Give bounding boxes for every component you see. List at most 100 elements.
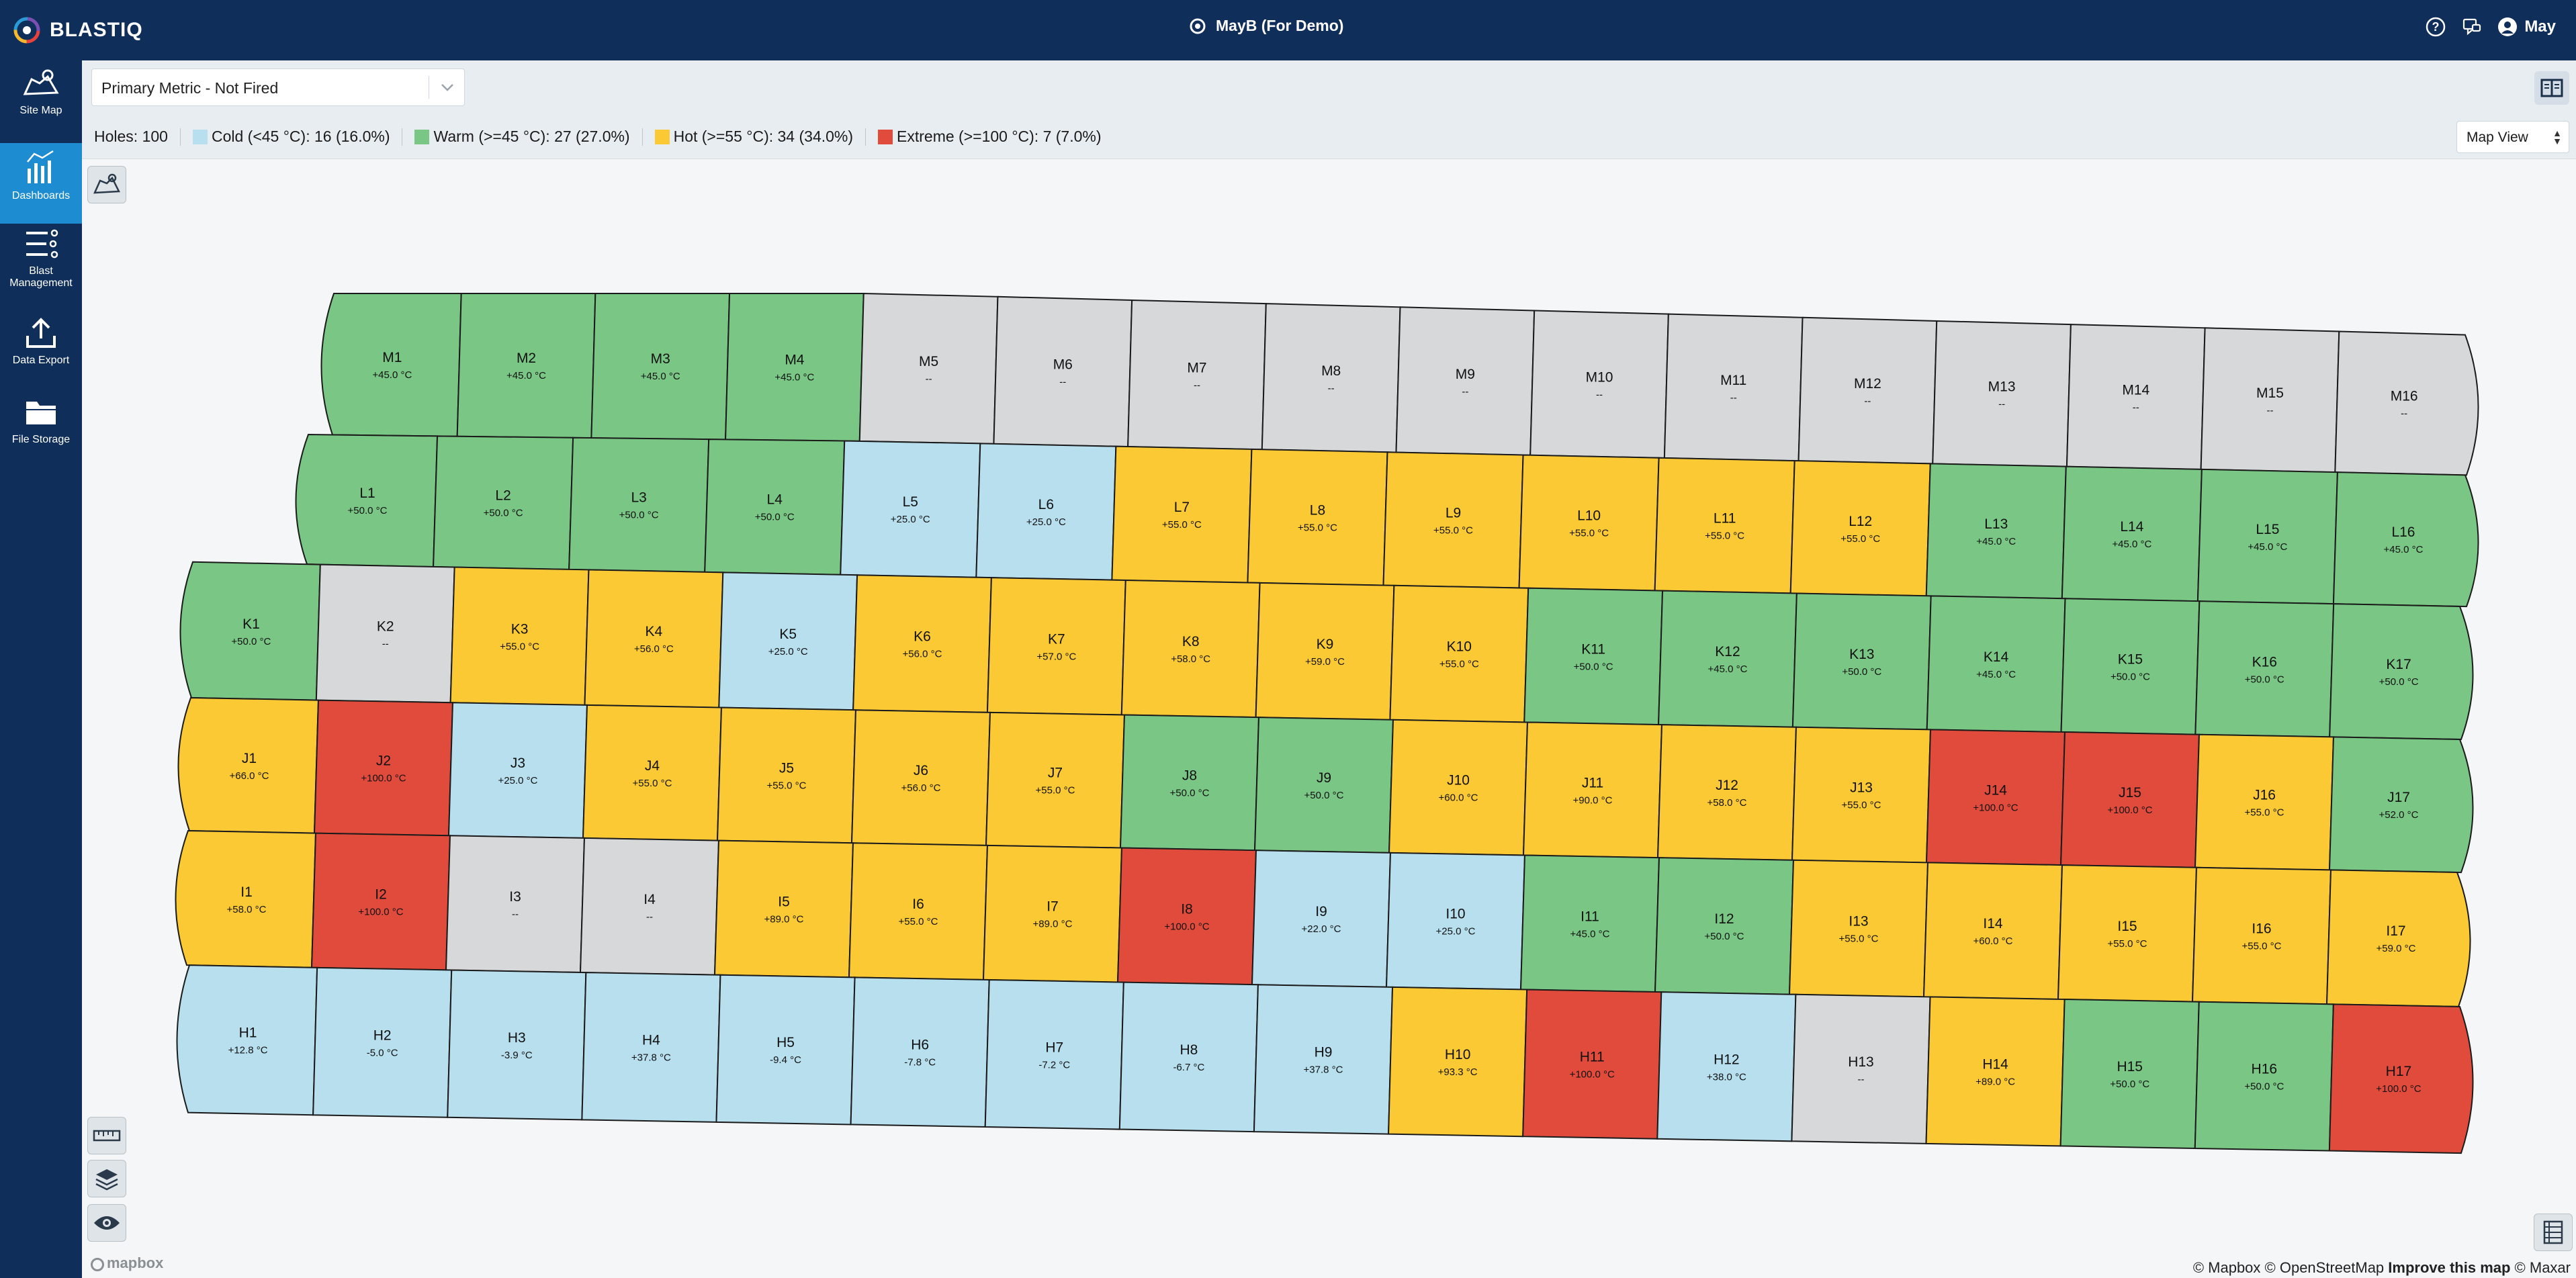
nav-label: Blast Management bbox=[9, 265, 73, 289]
hole-label: I11 bbox=[1581, 909, 1599, 924]
hole-value: +100.0 °C bbox=[2107, 805, 2152, 816]
hole-value: +45.0 °C bbox=[1976, 669, 2016, 680]
help-icon[interactable]: ? bbox=[2425, 16, 2446, 38]
nav-data-export[interactable]: Data Export bbox=[0, 316, 82, 396]
hole-label: I7 bbox=[1047, 899, 1059, 915]
hole-cell-L16[interactable] bbox=[2332, 471, 2479, 608]
hole-label: L8 bbox=[1310, 502, 1325, 518]
measure-button[interactable] bbox=[87, 1117, 126, 1154]
hole-label: J8 bbox=[1182, 768, 1197, 783]
legend-item-cold: Cold (<45 °C): 16 (16.0%) bbox=[192, 128, 390, 146]
hole-value: -- bbox=[382, 639, 389, 650]
hole-label: J6 bbox=[914, 763, 928, 778]
hole-label: H12 bbox=[1714, 1052, 1740, 1067]
primary-metric-select[interactable]: Primary Metric - Not Fired bbox=[91, 69, 465, 106]
user-menu[interactable]: May bbox=[2497, 17, 2556, 37]
project-selector[interactable]: MayB (For Demo) bbox=[1189, 17, 1343, 35]
hole-value: -- bbox=[1462, 386, 1468, 398]
hole-label: M14 bbox=[2122, 382, 2149, 398]
legend-bar: Holes: 100 Cold (<45 °C): 16 (16.0%) War… bbox=[82, 116, 2576, 159]
hole-label: M16 bbox=[2391, 389, 2418, 404]
panel-toggle-button[interactable] bbox=[2534, 71, 2569, 105]
improve-map-link[interactable]: Improve this map bbox=[2388, 1259, 2511, 1276]
metric-toolbar: Primary Metric - Not Fired bbox=[82, 60, 2576, 116]
hole-value: +50.0 °C bbox=[1304, 790, 1344, 801]
hole-label: L5 bbox=[903, 494, 918, 510]
hole-value: -9.4 °C bbox=[770, 1054, 801, 1066]
hole-value: +45.0 °C bbox=[2248, 541, 2287, 553]
hole-label: H8 bbox=[1180, 1042, 1198, 1058]
hole-label: J10 bbox=[1447, 773, 1470, 788]
hole-label: M11 bbox=[1720, 373, 1746, 388]
hole-label: I15 bbox=[2117, 919, 2137, 934]
hole-label: H10 bbox=[1445, 1047, 1471, 1062]
hole-cell-I17[interactable] bbox=[2325, 869, 2471, 1007]
hole-label: I16 bbox=[2252, 921, 2271, 937]
hole-label: J17 bbox=[2387, 790, 2410, 805]
hole-label: L6 bbox=[1038, 497, 1054, 512]
hole-value: +55.0 °C bbox=[2108, 938, 2147, 950]
blastiq-logo[interactable]: BLASTIQ bbox=[12, 15, 143, 46]
hole-label: K1 bbox=[242, 617, 260, 632]
hole-value: +55.0 °C bbox=[899, 916, 938, 927]
hole-value: -7.8 °C bbox=[904, 1057, 936, 1068]
hole-value: -6.7 °C bbox=[1173, 1062, 1204, 1073]
legend-item-hot: Hot (>=55 °C): 34 (34.0%) bbox=[654, 128, 853, 146]
hole-cell-K17[interactable] bbox=[2329, 603, 2474, 741]
hole-label: L4 bbox=[767, 492, 783, 508]
hole-cell-M16[interactable] bbox=[2334, 330, 2479, 476]
legend: Holes: 100 Cold (<45 °C): 16 (16.0%) War… bbox=[94, 128, 1102, 146]
hole-value: +58.0 °C bbox=[1707, 797, 1747, 809]
hole-value: +89.0 °C bbox=[1975, 1076, 2015, 1087]
legend-divider bbox=[641, 128, 643, 146]
hole-label: J1 bbox=[242, 751, 257, 766]
hole-value: +59.0 °C bbox=[1305, 656, 1345, 668]
upload-icon bbox=[26, 318, 56, 348]
nav-file-storage[interactable]: File Storage bbox=[0, 395, 82, 475]
hole-label: M2 bbox=[517, 351, 536, 366]
hole-value: -- bbox=[2401, 408, 2407, 420]
hole-label: M15 bbox=[2256, 385, 2284, 401]
visibility-button[interactable] bbox=[87, 1204, 126, 1242]
hole-cell-H1[interactable] bbox=[176, 964, 318, 1116]
hole-value: +90.0 °C bbox=[1573, 794, 1613, 806]
hole-label: I6 bbox=[912, 897, 924, 912]
map-style-toggle[interactable] bbox=[87, 166, 126, 203]
layers-button[interactable] bbox=[87, 1160, 126, 1197]
hole-value: +45.0 °C bbox=[774, 371, 814, 383]
map-attribution: © Mapbox © OpenStreetMap Improve this ma… bbox=[2193, 1259, 2571, 1277]
nav-site-map[interactable]: Site Map bbox=[0, 67, 82, 148]
nav-dashboards[interactable]: Dashboards bbox=[0, 143, 82, 224]
mapbox-logo[interactable]: mapbox bbox=[91, 1254, 163, 1272]
hole-cell-J17[interactable] bbox=[2328, 736, 2474, 874]
legend-item-extreme: Extreme (>=100 °C): 7 (7.0%) bbox=[878, 128, 1102, 146]
hole-value: +50.0 °C bbox=[2244, 1081, 2284, 1093]
hole-value: +55.0 °C bbox=[1839, 933, 1879, 945]
hole-label: J7 bbox=[1048, 766, 1063, 781]
hole-value: +55.0 °C bbox=[633, 778, 672, 789]
hole-list-button[interactable] bbox=[2534, 1214, 2573, 1251]
nav-blast-management[interactable]: Blast Management bbox=[0, 224, 82, 304]
hole-value: +50.0 °C bbox=[619, 509, 659, 520]
hole-value: +50.0 °C bbox=[2110, 1079, 2149, 1090]
logo-text: BLASTIQ bbox=[50, 19, 143, 41]
hole-value: +50.0 °C bbox=[2379, 676, 2419, 688]
hole-value: +37.8 °C bbox=[1304, 1064, 1343, 1075]
hole-label: I5 bbox=[778, 894, 790, 909]
hole-value: -- bbox=[1864, 396, 1871, 407]
hole-value: -- bbox=[926, 373, 932, 385]
legend-item-warm: Warm (>=45 °C): 27 (27.0%) bbox=[414, 128, 630, 146]
hole-value: +25.0 °C bbox=[1026, 516, 1066, 528]
announcements-icon[interactable] bbox=[2461, 16, 2483, 38]
map-view-select[interactable]: Map View ▲ ▼ bbox=[2456, 121, 2569, 153]
hole-label: I1 bbox=[240, 884, 253, 900]
hole-label: K15 bbox=[2118, 652, 2143, 668]
hole-label: H3 bbox=[508, 1030, 526, 1046]
hole-cell-I1[interactable] bbox=[175, 829, 317, 968]
hole-value: +60.0 °C bbox=[1439, 792, 1478, 804]
hole-cell-H17[interactable] bbox=[2328, 1003, 2474, 1154]
blast-map[interactable]: M1 +45.0 °C M2 +45.0 °C M3 +45.0 °C M4 +45.0 °C… bbox=[82, 159, 2576, 1278]
hole-value: +60.0 °C bbox=[1973, 935, 2013, 947]
hole-label: M5 bbox=[919, 354, 938, 369]
hole-value: +55.0 °C bbox=[767, 780, 807, 791]
